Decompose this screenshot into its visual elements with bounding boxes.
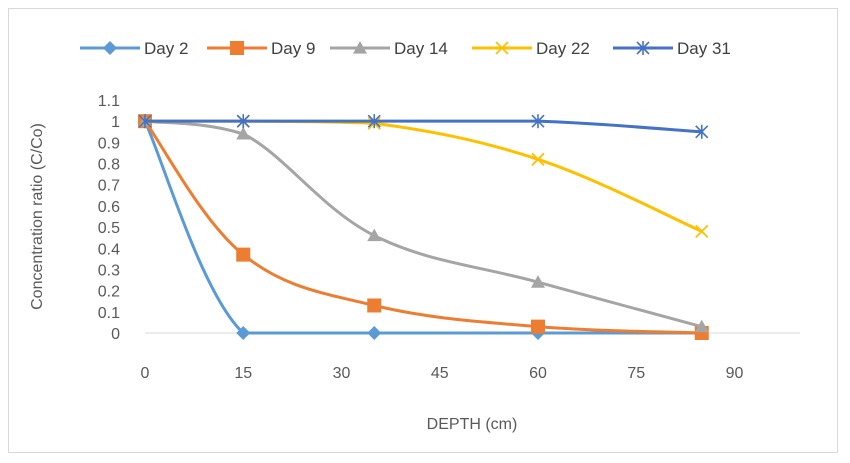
data-point-day-14 <box>236 126 251 140</box>
x-axis-title: DEPTH (cm) <box>427 416 518 433</box>
legend-marker <box>636 41 650 55</box>
y-tick-label: 0.9 <box>98 135 120 152</box>
data-point-day-31 <box>236 114 250 129</box>
y-tick-label: 0.2 <box>98 284 120 301</box>
x-tick-label: 0 <box>141 365 150 382</box>
series-line-day-31 <box>145 119 702 134</box>
series-line-day-2 <box>143 120 702 335</box>
x-axis-ticks: 0 15 30 45 60 75 90 <box>141 365 744 382</box>
x-tick-label: 15 <box>234 365 252 382</box>
y-tick-label: 0.4 <box>98 241 120 258</box>
data-point-day-22 <box>531 152 545 166</box>
y-tick-label: 0.7 <box>98 178 120 195</box>
legend-item-day-2: Day 2 <box>80 39 188 58</box>
x-tick-label: 30 <box>333 365 351 382</box>
data-point-day-31 <box>367 114 381 129</box>
data-point-day-31 <box>695 124 709 139</box>
data-point-day-2 <box>367 326 382 340</box>
y-tick-label: 0.6 <box>98 199 120 216</box>
legend-item-day-9: Day 9 <box>207 39 315 58</box>
legend-item-day-31: Day 31 <box>613 39 731 58</box>
data-point-day-9 <box>236 247 251 262</box>
legend-label: Day 22 <box>536 39 590 58</box>
legend-item-day-14: Day 14 <box>330 39 448 58</box>
series-line-day-14 <box>144 119 703 329</box>
legend-marker <box>230 41 244 55</box>
legend-item-day-22: Day 22 <box>472 39 590 58</box>
legend: Day 2 Day 9 Day 14 Day 22 Day 31 <box>80 39 731 58</box>
series-line-day-9 <box>143 120 702 335</box>
legend-label: Day 2 <box>144 39 188 58</box>
y-tick-label: 0 <box>111 326 120 343</box>
legend-marker <box>103 41 117 55</box>
data-point-day-2 <box>236 326 251 340</box>
y-tick-label: 0.8 <box>98 157 120 174</box>
data-point-day-14 <box>531 275 545 288</box>
legend-label: Day 31 <box>677 39 731 58</box>
data-point-day-14 <box>367 228 382 242</box>
data-point-day-14 <box>694 319 709 333</box>
y-tick-label: 1 <box>111 114 120 131</box>
x-tick-label: 45 <box>431 365 449 382</box>
data-point-day-9 <box>531 319 545 334</box>
legend-label: Day 14 <box>394 39 448 58</box>
data-point-day-9 <box>367 298 382 313</box>
y-tick-label: 0.3 <box>98 262 120 279</box>
series-day-14 <box>138 114 709 333</box>
series-line-day-22 <box>145 119 703 233</box>
x-tick-label: 75 <box>627 365 645 382</box>
legend-label: Day 9 <box>271 39 315 58</box>
legend-marker <box>495 41 509 55</box>
x-tick-label: 60 <box>529 365 547 382</box>
y-tick-label: 0.5 <box>98 220 120 237</box>
x-tick-label: 90 <box>726 365 744 382</box>
y-axis-title: Concentration ratio (C/Co) <box>29 123 46 310</box>
data-point-day-31 <box>531 114 545 129</box>
data-point-day-31 <box>138 114 152 129</box>
series-day-31 <box>138 114 709 139</box>
y-tick-label: 0.1 <box>98 305 120 322</box>
y-axis-ticks: 0 0.1 0.2 0.3 0.4 0.5 0.6 0.7 0.8 0.9 1 1.1 <box>98 93 120 343</box>
y-tick-label: 1.1 <box>98 93 120 110</box>
data-point-day-22 <box>695 224 709 238</box>
legend-marker <box>353 41 367 54</box>
series-day-22 <box>138 114 709 238</box>
series-layer <box>138 114 709 340</box>
